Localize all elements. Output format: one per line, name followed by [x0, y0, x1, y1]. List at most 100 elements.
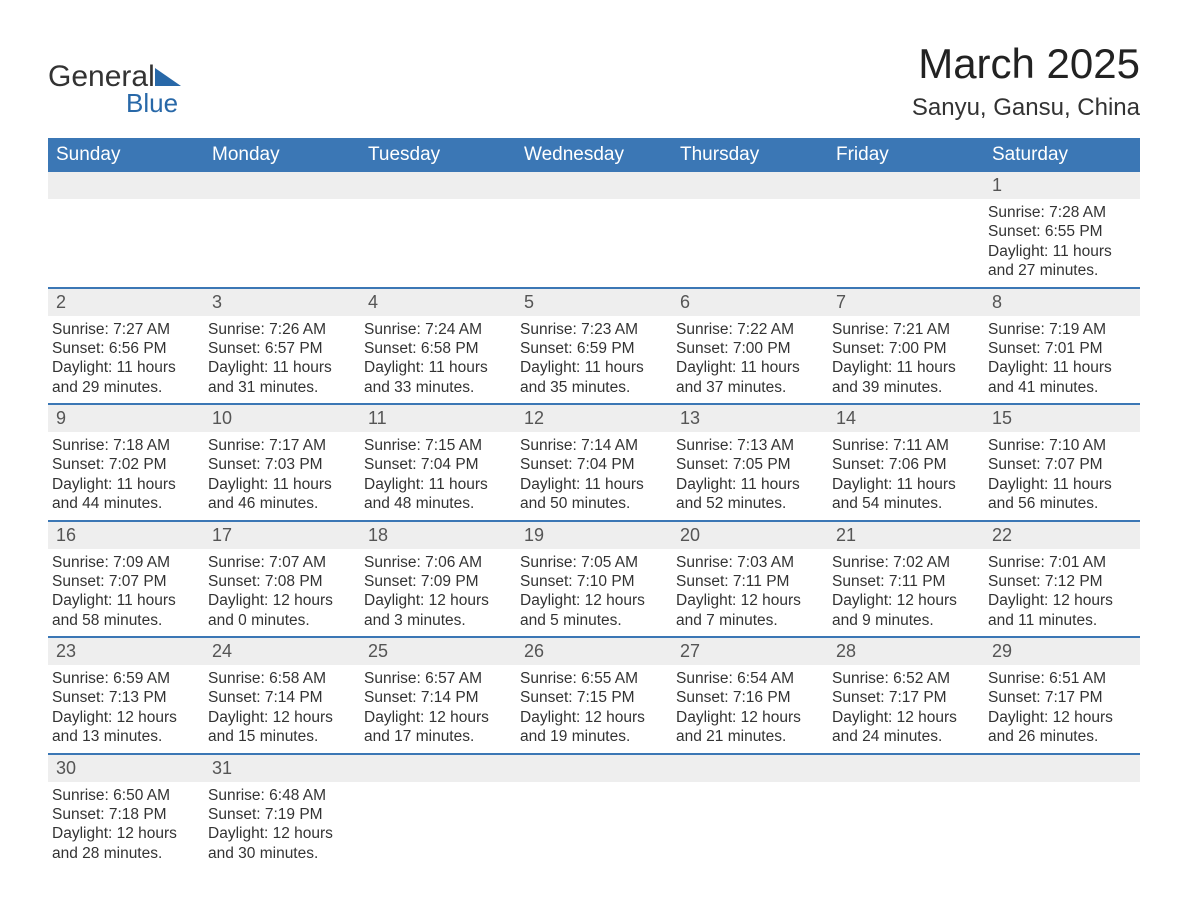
- day-number: 26: [516, 638, 672, 665]
- day-details: Sunrise: 7:14 AMSunset: 7:04 PMDaylight:…: [516, 432, 672, 520]
- day-number: 14: [828, 405, 984, 432]
- month-title: March 2025: [912, 40, 1140, 88]
- day-number: 7: [828, 289, 984, 316]
- sunset-line: Sunset: 7:15 PM: [520, 688, 666, 707]
- calendar-day-cell: 17Sunrise: 7:07 AMSunset: 7:08 PMDayligh…: [204, 521, 360, 638]
- day-number: [204, 172, 360, 199]
- calendar-day-cell: 19Sunrise: 7:05 AMSunset: 7:10 PMDayligh…: [516, 521, 672, 638]
- daylight-line: Daylight: 12 hours and 28 minutes.: [52, 824, 198, 863]
- calendar-day-cell: 30Sunrise: 6:50 AMSunset: 7:18 PMDayligh…: [48, 754, 204, 870]
- day-number: 12: [516, 405, 672, 432]
- daylight-line: Daylight: 11 hours and 33 minutes.: [364, 358, 510, 397]
- daylight-line: Daylight: 11 hours and 41 minutes.: [988, 358, 1134, 397]
- sunrise-line: Sunrise: 7:11 AM: [832, 436, 978, 455]
- day-details: Sunrise: 7:06 AMSunset: 7:09 PMDaylight:…: [360, 549, 516, 637]
- daylight-line: Daylight: 12 hours and 30 minutes.: [208, 824, 354, 863]
- calendar-day-cell: [360, 754, 516, 870]
- calendar-week-row: 1Sunrise: 7:28 AMSunset: 6:55 PMDaylight…: [48, 172, 1140, 288]
- sunrise-line: Sunrise: 7:23 AM: [520, 320, 666, 339]
- sunset-line: Sunset: 7:14 PM: [208, 688, 354, 707]
- daylight-line: Daylight: 11 hours and 58 minutes.: [52, 591, 198, 630]
- day-details: Sunrise: 7:18 AMSunset: 7:02 PMDaylight:…: [48, 432, 204, 520]
- daylight-line: Daylight: 12 hours and 13 minutes.: [52, 708, 198, 747]
- day-number: 25: [360, 638, 516, 665]
- sunset-line: Sunset: 7:17 PM: [832, 688, 978, 707]
- sunset-line: Sunset: 7:00 PM: [676, 339, 822, 358]
- day-details: Sunrise: 7:26 AMSunset: 6:57 PMDaylight:…: [204, 316, 360, 404]
- calendar-day-cell: 31Sunrise: 6:48 AMSunset: 7:19 PMDayligh…: [204, 754, 360, 870]
- daylight-line: Daylight: 11 hours and 46 minutes.: [208, 475, 354, 514]
- weekday-header: Friday: [828, 138, 984, 172]
- weekday-header-row: SundayMondayTuesdayWednesdayThursdayFrid…: [48, 138, 1140, 172]
- calendar-day-cell: [516, 172, 672, 288]
- sunrise-line: Sunrise: 7:19 AM: [988, 320, 1134, 339]
- daylight-line: Daylight: 11 hours and 31 minutes.: [208, 358, 354, 397]
- day-details: Sunrise: 6:59 AMSunset: 7:13 PMDaylight:…: [48, 665, 204, 753]
- sunset-line: Sunset: 7:11 PM: [676, 572, 822, 591]
- sunrise-line: Sunrise: 7:24 AM: [364, 320, 510, 339]
- daylight-line: Daylight: 12 hours and 19 minutes.: [520, 708, 666, 747]
- sunset-line: Sunset: 7:19 PM: [208, 805, 354, 824]
- day-number: [48, 172, 204, 199]
- sunset-line: Sunset: 6:58 PM: [364, 339, 510, 358]
- day-number: 18: [360, 522, 516, 549]
- day-details: [672, 782, 828, 862]
- weekday-header: Monday: [204, 138, 360, 172]
- day-number: [516, 172, 672, 199]
- day-details: Sunrise: 7:19 AMSunset: 7:01 PMDaylight:…: [984, 316, 1140, 404]
- calendar-day-cell: 3Sunrise: 7:26 AMSunset: 6:57 PMDaylight…: [204, 288, 360, 405]
- calendar-day-cell: [672, 172, 828, 288]
- calendar-day-cell: 21Sunrise: 7:02 AMSunset: 7:11 PMDayligh…: [828, 521, 984, 638]
- day-details: Sunrise: 7:05 AMSunset: 7:10 PMDaylight:…: [516, 549, 672, 637]
- calendar-week-row: 2Sunrise: 7:27 AMSunset: 6:56 PMDaylight…: [48, 288, 1140, 405]
- day-number: 30: [48, 755, 204, 782]
- day-number: 2: [48, 289, 204, 316]
- calendar-day-cell: 13Sunrise: 7:13 AMSunset: 7:05 PMDayligh…: [672, 404, 828, 521]
- day-number: [828, 172, 984, 199]
- sunset-line: Sunset: 7:00 PM: [832, 339, 978, 358]
- day-details: Sunrise: 7:07 AMSunset: 7:08 PMDaylight:…: [204, 549, 360, 637]
- day-details: [360, 199, 516, 279]
- daylight-line: Daylight: 11 hours and 44 minutes.: [52, 475, 198, 514]
- calendar-day-cell: 1Sunrise: 7:28 AMSunset: 6:55 PMDaylight…: [984, 172, 1140, 288]
- day-number: [360, 755, 516, 782]
- sunrise-line: Sunrise: 7:15 AM: [364, 436, 510, 455]
- day-details: Sunrise: 6:57 AMSunset: 7:14 PMDaylight:…: [360, 665, 516, 753]
- daylight-line: Daylight: 12 hours and 3 minutes.: [364, 591, 510, 630]
- day-number: [360, 172, 516, 199]
- sunrise-line: Sunrise: 6:52 AM: [832, 669, 978, 688]
- calendar-day-cell: 26Sunrise: 6:55 AMSunset: 7:15 PMDayligh…: [516, 637, 672, 754]
- day-number: [984, 755, 1140, 782]
- calendar-day-cell: 8Sunrise: 7:19 AMSunset: 7:01 PMDaylight…: [984, 288, 1140, 405]
- calendar-day-cell: [516, 754, 672, 870]
- day-details: [828, 199, 984, 279]
- day-details: [204, 199, 360, 279]
- sunset-line: Sunset: 7:08 PM: [208, 572, 354, 591]
- calendar-body: 1Sunrise: 7:28 AMSunset: 6:55 PMDaylight…: [48, 172, 1140, 869]
- calendar-day-cell: 14Sunrise: 7:11 AMSunset: 7:06 PMDayligh…: [828, 404, 984, 521]
- day-details: Sunrise: 7:01 AMSunset: 7:12 PMDaylight:…: [984, 549, 1140, 637]
- daylight-line: Daylight: 11 hours and 39 minutes.: [832, 358, 978, 397]
- day-number: 29: [984, 638, 1140, 665]
- day-number: 15: [984, 405, 1140, 432]
- calendar-day-cell: 25Sunrise: 6:57 AMSunset: 7:14 PMDayligh…: [360, 637, 516, 754]
- day-number: 24: [204, 638, 360, 665]
- sunset-line: Sunset: 7:07 PM: [988, 455, 1134, 474]
- daylight-line: Daylight: 11 hours and 52 minutes.: [676, 475, 822, 514]
- sunset-line: Sunset: 7:11 PM: [832, 572, 978, 591]
- sunrise-line: Sunrise: 7:06 AM: [364, 553, 510, 572]
- calendar-week-row: 16Sunrise: 7:09 AMSunset: 7:07 PMDayligh…: [48, 521, 1140, 638]
- sunset-line: Sunset: 7:13 PM: [52, 688, 198, 707]
- weekday-header: Wednesday: [516, 138, 672, 172]
- daylight-line: Daylight: 11 hours and 54 minutes.: [832, 475, 978, 514]
- calendar-day-cell: 20Sunrise: 7:03 AMSunset: 7:11 PMDayligh…: [672, 521, 828, 638]
- sunrise-line: Sunrise: 7:03 AM: [676, 553, 822, 572]
- calendar-day-cell: 29Sunrise: 6:51 AMSunset: 7:17 PMDayligh…: [984, 637, 1140, 754]
- logo-text-blue: Blue: [126, 88, 181, 119]
- day-number: 16: [48, 522, 204, 549]
- sunset-line: Sunset: 6:59 PM: [520, 339, 666, 358]
- sunrise-line: Sunrise: 7:26 AM: [208, 320, 354, 339]
- day-details: [48, 199, 204, 279]
- day-details: Sunrise: 6:54 AMSunset: 7:16 PMDaylight:…: [672, 665, 828, 753]
- calendar-day-cell: 27Sunrise: 6:54 AMSunset: 7:16 PMDayligh…: [672, 637, 828, 754]
